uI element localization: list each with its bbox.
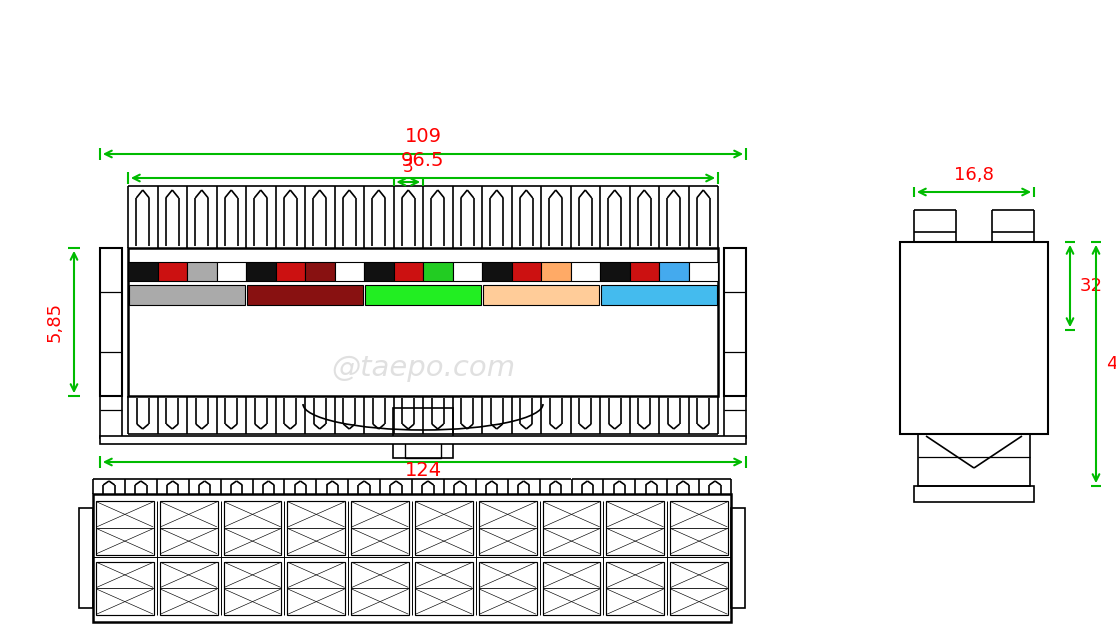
Bar [247, 285, 363, 305]
Text: 3: 3 [403, 158, 414, 176]
Bar [157, 262, 187, 281]
Bar [365, 285, 481, 305]
Bar [511, 262, 541, 281]
Bar [128, 262, 157, 281]
Bar [96, 501, 154, 554]
Bar [276, 262, 305, 281]
Bar [305, 262, 335, 281]
Bar [79, 508, 93, 608]
Bar [352, 501, 408, 554]
Bar [223, 562, 281, 615]
Bar [335, 262, 364, 281]
Text: 124: 124 [404, 461, 442, 480]
Text: 109: 109 [404, 127, 442, 146]
Bar [914, 486, 1035, 502]
Bar [93, 494, 731, 622]
Bar [671, 562, 728, 615]
Bar [405, 442, 441, 458]
Bar [423, 262, 452, 281]
Text: 16,8: 16,8 [954, 166, 994, 184]
Bar [160, 562, 218, 615]
Bar [364, 262, 394, 281]
Bar [602, 285, 716, 305]
Bar [600, 262, 629, 281]
Bar [128, 248, 718, 396]
Bar [541, 262, 570, 281]
Bar [483, 285, 599, 305]
Text: 32: 32 [1080, 277, 1103, 295]
Bar [479, 501, 537, 554]
Bar [660, 262, 689, 281]
Bar [187, 262, 217, 281]
Bar [671, 501, 728, 554]
Bar [394, 262, 423, 281]
Bar [100, 396, 122, 438]
Bar [482, 262, 511, 281]
Bar [724, 396, 745, 438]
Bar [223, 501, 281, 554]
Bar [288, 562, 345, 615]
Bar [479, 562, 537, 615]
Bar [606, 501, 664, 554]
Bar [899, 242, 1048, 434]
Bar [288, 501, 345, 554]
Bar [724, 248, 745, 396]
Text: 40: 40 [1106, 355, 1116, 373]
Text: @taepo.com: @taepo.com [331, 354, 516, 382]
Bar [415, 562, 473, 615]
Bar [246, 262, 276, 281]
Bar [629, 262, 660, 281]
Bar [129, 285, 246, 305]
Bar [452, 262, 482, 281]
Bar [415, 501, 473, 554]
Bar [393, 408, 453, 458]
Bar [606, 562, 664, 615]
Bar [160, 501, 218, 554]
Bar [217, 262, 246, 281]
Text: 5,85: 5,85 [46, 302, 64, 342]
Bar [570, 262, 600, 281]
Bar [352, 562, 408, 615]
Bar [542, 501, 600, 554]
Text: 96.5: 96.5 [402, 151, 445, 170]
Bar [918, 434, 1030, 486]
Bar [96, 562, 154, 615]
Bar [100, 248, 122, 396]
Bar [689, 262, 718, 281]
Bar [100, 436, 745, 444]
Bar [731, 508, 745, 608]
Bar [542, 562, 600, 615]
